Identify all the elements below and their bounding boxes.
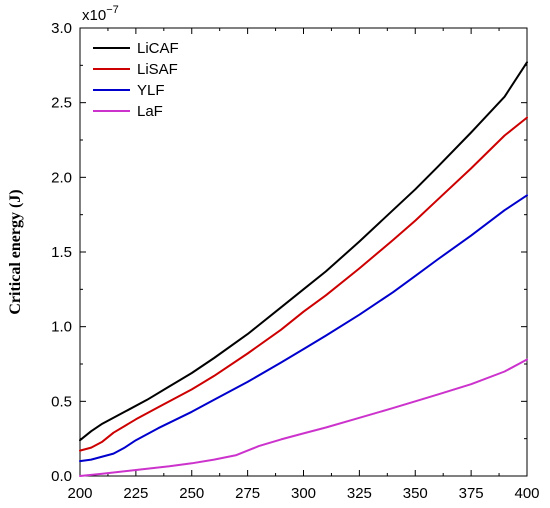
y-tick-label: 1.5 (51, 244, 72, 261)
y-axis-multiplier: x10−7 (82, 4, 119, 24)
x-tick-label: 300 (291, 485, 316, 502)
y-axis-label: Critical energy (J) (7, 189, 24, 314)
y-tick-label: 3.0 (51, 20, 72, 37)
y-axis-multiplier-base: x10 (82, 7, 106, 24)
series-line-licaf (79, 61, 528, 442)
x-tick-label: 200 (67, 485, 92, 502)
legend: LiCAF LiSAF YLF LaF (93, 40, 179, 120)
legend-label-lisaf: LiSAF (137, 61, 178, 78)
x-tick-label: 350 (403, 485, 428, 502)
x-tick-label: 250 (179, 485, 204, 502)
y-tick-label: 2.5 (51, 95, 72, 112)
x-tick-label: 325 (347, 485, 372, 502)
legend-label-licaf: LiCAF (137, 40, 179, 57)
x-tick-label: 275 (235, 485, 260, 502)
x-tick-label: 400 (514, 485, 539, 502)
series-line-ylf (79, 194, 528, 463)
x-tick-label: 225 (123, 485, 148, 502)
x-tick-label: 375 (459, 485, 484, 502)
y-axis-multiplier-exponent: −7 (106, 4, 119, 16)
y-tick-label: 1.0 (51, 319, 72, 336)
y-tick-label: 0.5 (51, 393, 72, 410)
y-tick-label: 2.0 (51, 169, 72, 186)
series-line-laf (79, 358, 528, 477)
y-tick-label: 0.0 (51, 468, 72, 485)
series-line-lisaf (79, 116, 528, 452)
legend-label-laf: LaF (137, 103, 163, 120)
legend-label-ylf: YLF (137, 82, 165, 99)
